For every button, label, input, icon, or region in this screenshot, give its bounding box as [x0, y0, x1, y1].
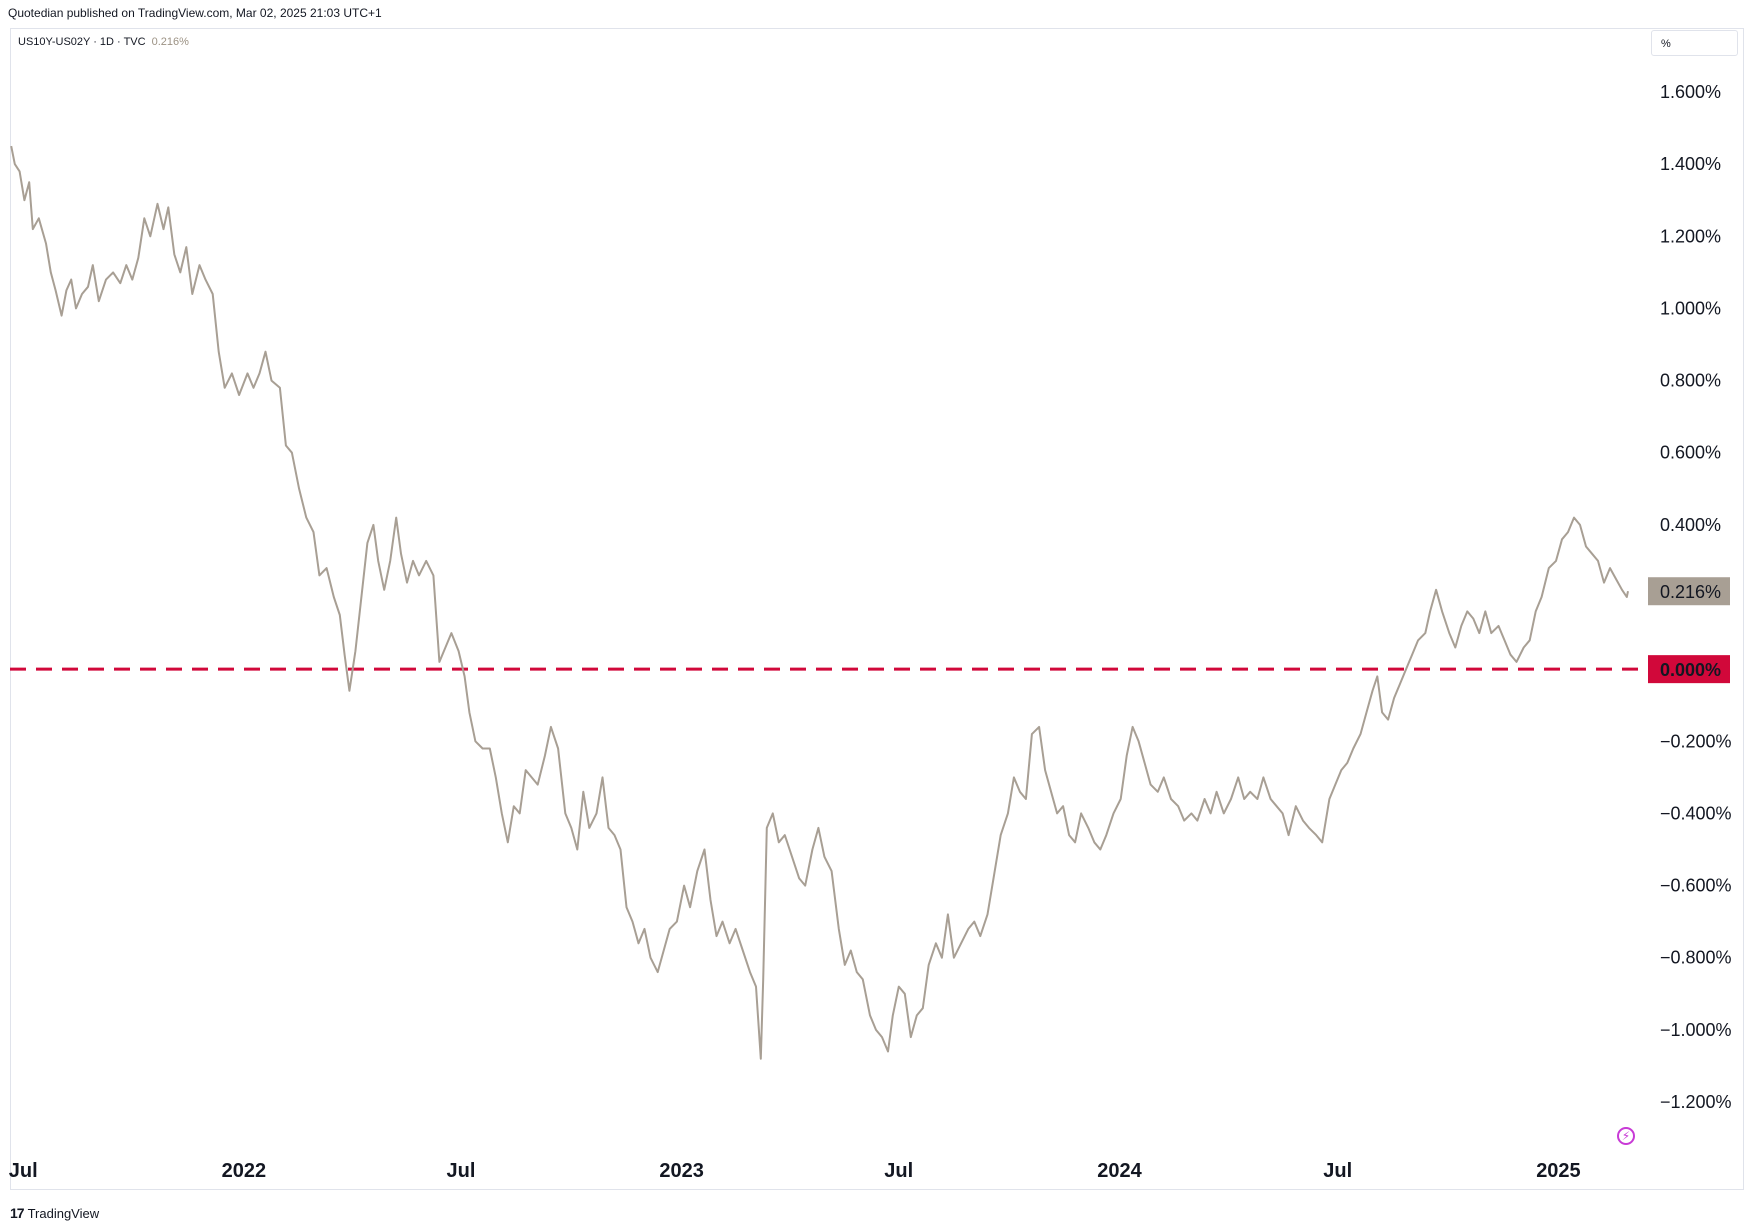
y-tick-label: −0.600%: [1660, 876, 1732, 896]
unit-label: %: [1661, 38, 1671, 50]
y-tick-label: −0.400%: [1660, 803, 1732, 823]
publisher-note: Quotedian published on TradingView.com, …: [8, 6, 382, 20]
y-tick-label: 0.600%: [1660, 443, 1721, 463]
x-tick-label: 2024: [1097, 1160, 1142, 1182]
symbol-legend[interactable]: US10Y-US02Y · 1D · TVC 0.216%: [18, 36, 189, 48]
y-tick-label: 1.600%: [1660, 82, 1721, 102]
brand-name: TradingView: [27, 1205, 100, 1221]
y-tick-label: −1.000%: [1660, 1020, 1732, 1040]
symbol-label: US10Y-US02Y · 1D · TVC: [18, 36, 146, 48]
y-tick-label: −0.200%: [1660, 731, 1732, 751]
x-tick-label: 2025: [1536, 1160, 1581, 1182]
y-tick-label: 1.400%: [1660, 154, 1721, 174]
last-value-badge-label: 0.216%: [1660, 582, 1721, 602]
footer-branding: 17 TradingView: [10, 1205, 99, 1221]
x-tick-label: Jul: [884, 1160, 913, 1182]
lightning-icon[interactable]: ⚡: [1617, 1127, 1635, 1145]
series-line: [10, 145, 1629, 1060]
price-badges: 0.216% 0.000%: [1648, 577, 1730, 684]
x-tick-label: Jul: [447, 1160, 476, 1182]
legend-last-value: 0.216%: [151, 36, 189, 48]
x-tick-label: 2023: [659, 1160, 704, 1182]
y-tick-label: −0.800%: [1660, 948, 1732, 968]
y-tick-label: 1.000%: [1660, 298, 1721, 318]
y-axis: 1.600% 1.400% 1.200% 1.000% 0.800% 0.600% 0.40…: [1660, 82, 1732, 1112]
x-axis: Jul 2022 Jul 2023 Jul 2024 Jul 2025: [9, 1160, 1581, 1182]
y-tick-label: 1.200%: [1660, 226, 1721, 246]
zero-line-badge-label: 0.000%: [1660, 660, 1721, 680]
x-tick-label: Jul: [9, 1160, 38, 1182]
x-tick-label: Jul: [1323, 1160, 1352, 1182]
unit-selector[interactable]: %: [1651, 30, 1738, 56]
y-tick-label: −1.200%: [1660, 1092, 1732, 1112]
x-tick-label: 2022: [222, 1160, 267, 1182]
tradingview-logo-icon: 17: [10, 1205, 25, 1221]
y-tick-label: 0.800%: [1660, 371, 1721, 391]
last-value-badge: [1648, 577, 1730, 606]
y-tick-label: 0.400%: [1660, 515, 1721, 535]
zero-line-badge: [1648, 655, 1730, 684]
chart-frame: [10, 28, 1744, 1190]
